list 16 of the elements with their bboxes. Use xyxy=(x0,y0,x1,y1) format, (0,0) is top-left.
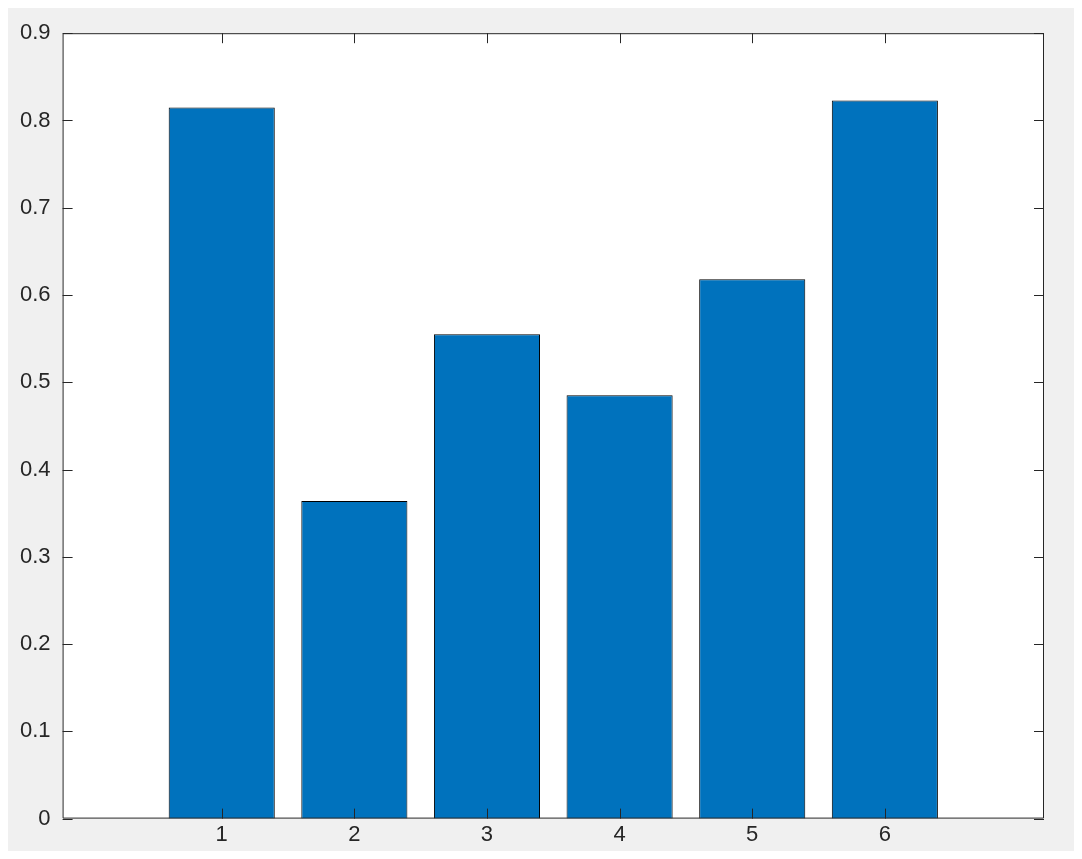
x-tick-label: 1 xyxy=(215,820,228,846)
x-tick-label: 2 xyxy=(348,820,361,846)
y-tick-label: 0.1 xyxy=(19,717,51,743)
x-tick-label: 5 xyxy=(746,820,759,846)
y-tick-label: 0 xyxy=(38,804,51,830)
y-tick-label: 0.7 xyxy=(19,193,51,219)
y-tick-label: 0.3 xyxy=(19,542,51,568)
y-tick-label: 0.4 xyxy=(19,455,51,481)
x-tick-label: 6 xyxy=(878,820,891,846)
x-tick-label: 3 xyxy=(480,820,494,846)
x-tick-label: 4 xyxy=(613,820,626,846)
y-tick-label: 0.5 xyxy=(19,368,51,394)
y-tick-label: 0.2 xyxy=(19,630,51,656)
y-tick-label: 0.6 xyxy=(19,281,51,307)
y-tick-label: 0.8 xyxy=(19,106,51,132)
y-tick-label: 0.9 xyxy=(19,19,51,45)
